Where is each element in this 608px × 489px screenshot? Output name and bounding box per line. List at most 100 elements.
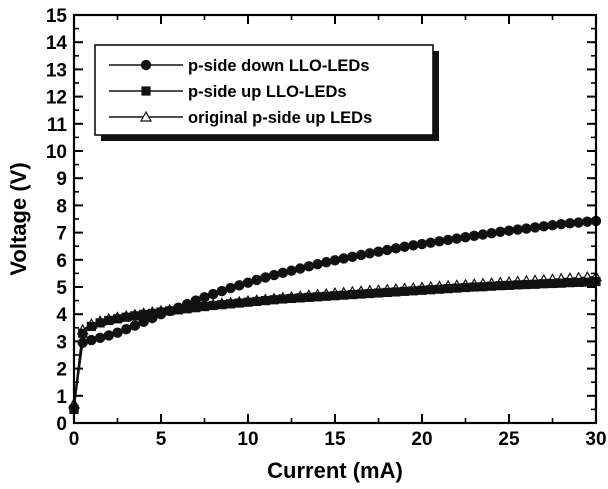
legend-label: p-side up LLO-LEDs xyxy=(188,83,347,101)
data-point xyxy=(564,218,576,229)
data-point xyxy=(442,234,454,246)
data-point xyxy=(208,300,218,311)
data-point xyxy=(487,281,497,291)
data-point xyxy=(278,294,288,304)
data-point xyxy=(408,240,419,251)
data-point xyxy=(329,255,341,266)
y-tick-label: 11 xyxy=(47,115,68,136)
data-point xyxy=(356,289,366,299)
data-point xyxy=(382,244,393,256)
y-tick-label: 5 xyxy=(56,278,67,299)
data-point xyxy=(330,291,340,301)
data-point xyxy=(295,263,306,274)
legend-label: original p-side up LEDs xyxy=(188,109,372,127)
data-point xyxy=(138,316,149,328)
series-1 xyxy=(69,276,601,414)
data-point xyxy=(347,290,357,300)
y-tick-label: 6 xyxy=(56,251,67,272)
data-point xyxy=(86,321,96,332)
data-point xyxy=(312,258,323,270)
data-point xyxy=(260,296,270,306)
legend-marker xyxy=(139,110,153,122)
series-0 xyxy=(68,215,602,414)
x-tick-label: 20 xyxy=(411,429,432,450)
y-tick-label: 7 xyxy=(56,224,67,245)
data-point xyxy=(364,248,375,259)
data-point xyxy=(347,251,358,263)
data-point xyxy=(556,278,566,288)
data-point xyxy=(164,305,175,317)
x-tick-label: 15 xyxy=(324,429,346,450)
data-point xyxy=(582,216,593,227)
y-tick-label: 14 xyxy=(46,33,68,54)
data-point xyxy=(226,299,236,309)
legend-marker xyxy=(140,59,152,71)
data-point xyxy=(547,220,558,231)
data-point xyxy=(547,278,558,289)
data-point xyxy=(382,287,392,298)
legend-marker xyxy=(141,86,151,96)
data-point xyxy=(94,332,106,344)
y-tick-label: 4 xyxy=(56,305,67,326)
data-point xyxy=(173,302,184,313)
y-tick-label: 2 xyxy=(56,360,67,381)
data-point xyxy=(269,295,279,305)
data-point xyxy=(495,226,506,237)
data-point xyxy=(486,227,497,239)
data-point xyxy=(295,293,305,303)
x-axis-title: Current (mA) xyxy=(267,458,403,483)
data-point xyxy=(478,282,488,292)
data-point xyxy=(373,288,384,298)
y-tick-label: 0 xyxy=(56,414,67,435)
data-point xyxy=(495,281,505,291)
data-point xyxy=(277,267,288,279)
data-point xyxy=(121,312,131,322)
data-point xyxy=(286,293,297,304)
data-point xyxy=(225,282,236,294)
data-point xyxy=(217,300,227,310)
data-point xyxy=(451,233,462,244)
x-tick-label: 10 xyxy=(237,429,258,450)
data-point xyxy=(460,282,471,293)
data-point xyxy=(400,286,410,296)
data-point xyxy=(95,318,105,328)
data-point xyxy=(181,298,193,310)
data-point xyxy=(191,303,201,313)
data-point xyxy=(260,272,271,283)
data-point xyxy=(391,287,401,297)
data-point xyxy=(477,229,489,240)
data-point xyxy=(321,257,332,268)
data-point xyxy=(521,279,531,290)
data-point xyxy=(469,282,479,292)
y-tick-label: 13 xyxy=(46,60,67,81)
data-point xyxy=(425,237,436,248)
data-point xyxy=(338,253,349,264)
data-point xyxy=(365,288,375,299)
y-tick-label: 1 xyxy=(56,387,67,408)
data-point xyxy=(112,314,123,324)
data-point xyxy=(434,284,444,294)
data-point xyxy=(556,218,567,230)
y-tick-label: 8 xyxy=(56,196,67,217)
data-point xyxy=(155,309,167,320)
data-point xyxy=(303,261,315,272)
x-tick-label: 25 xyxy=(498,429,520,450)
data-point xyxy=(77,337,88,348)
legend: p-side down LLO-LEDs p-side up LLO-LEDs or… xyxy=(94,44,439,141)
data-point xyxy=(86,334,97,346)
data-point xyxy=(529,222,541,233)
y-tick-label: 3 xyxy=(56,332,67,353)
data-point xyxy=(216,285,228,297)
data-point xyxy=(469,230,480,242)
data-point xyxy=(208,288,219,300)
data-point xyxy=(190,295,201,306)
data-point xyxy=(521,223,532,234)
series-layer xyxy=(67,215,603,414)
data-point xyxy=(199,301,210,312)
data-point xyxy=(408,286,418,296)
data-point xyxy=(574,277,584,287)
data-point xyxy=(452,283,462,293)
data-point xyxy=(130,311,140,321)
x-tick-label: 5 xyxy=(156,429,167,450)
